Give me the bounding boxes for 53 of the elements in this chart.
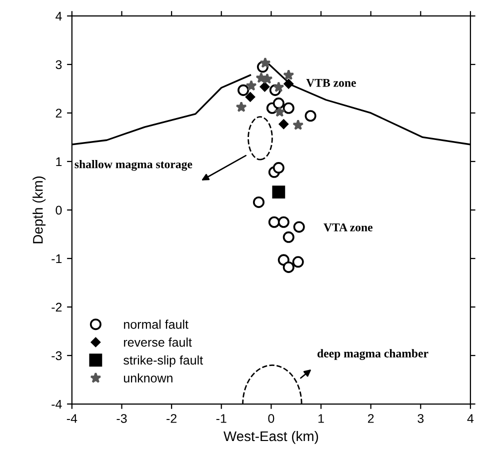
point (256, 72, 267, 83)
y-tick-label: 4 (56, 12, 62, 20)
point (260, 82, 270, 92)
annotation: deep magma chamber (317, 349, 428, 360)
x-tick-label: 1 (318, 414, 324, 423)
x-tick-label: -3 (116, 414, 127, 423)
point (252, 196, 264, 208)
point (278, 216, 290, 228)
point (292, 119, 304, 130)
y-tick-label: 3 (56, 60, 62, 70)
point (272, 186, 286, 198)
x-tick-label: 3 (418, 414, 424, 423)
y-tick-label: 0 (56, 206, 62, 215)
annotation: shallow magma storage (74, 160, 192, 171)
x-tick-label: 2 (368, 414, 374, 423)
y-tick-label: -2 (52, 302, 62, 312)
point (283, 69, 294, 80)
point (245, 92, 256, 102)
legend-label: strike-slip fault (124, 355, 203, 368)
y-tick-label: 1 (56, 157, 62, 166)
legend-label: normal fault (124, 320, 188, 329)
y-tick-label: -4 (52, 400, 62, 409)
x-tick-label: -2 (166, 414, 176, 423)
y-tick-label: 2 (56, 108, 62, 118)
x-tick-label: 0 (268, 414, 274, 423)
point (304, 110, 316, 122)
point (282, 231, 294, 243)
x-tick-label: 4 (467, 414, 474, 423)
point (273, 82, 284, 92)
point (272, 162, 284, 174)
point (268, 216, 280, 228)
point (293, 221, 305, 233)
point (284, 79, 294, 89)
point (260, 57, 271, 68)
legend-label: unknown (124, 373, 172, 383)
point (238, 84, 250, 96)
point (292, 256, 304, 268)
y-axis-title: Depth (km) (32, 176, 46, 244)
annotation: VTB zone (306, 78, 356, 87)
y-tick-label: -1 (52, 254, 62, 264)
point (272, 98, 284, 110)
y-tick-label: -3 (52, 351, 62, 360)
point (246, 80, 257, 91)
x-axis-title: West-East (km) (224, 430, 318, 444)
point (282, 102, 294, 114)
x-tick-label: -1 (216, 414, 226, 423)
point (282, 261, 294, 273)
annotation: VTA zone (324, 223, 372, 232)
point (278, 119, 288, 129)
point (274, 106, 286, 117)
point (236, 101, 247, 112)
legend-label: reverse fault (124, 338, 192, 347)
x-tick-label: -4 (66, 414, 78, 423)
